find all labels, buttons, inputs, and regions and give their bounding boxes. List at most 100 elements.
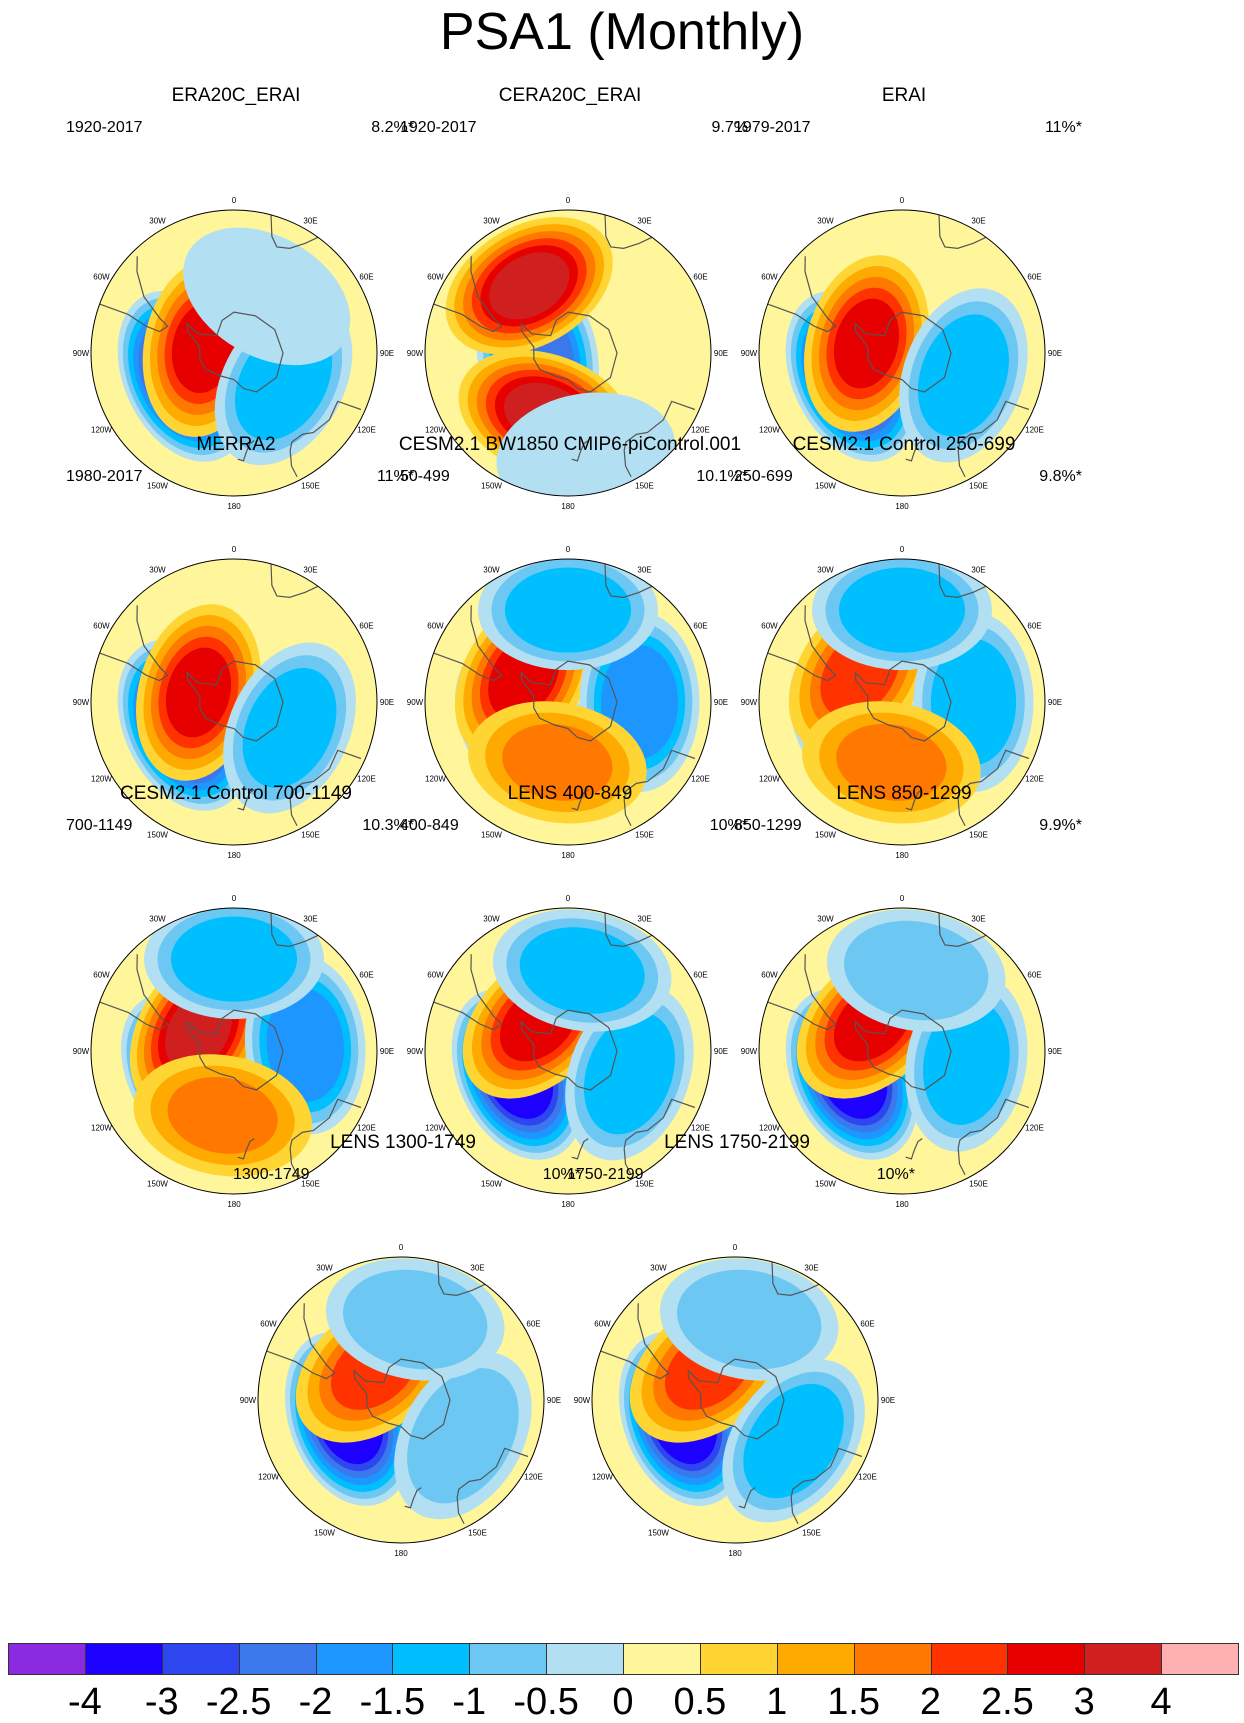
longitude-label: 150W: [481, 831, 502, 840]
map-panel: LENS 850-1299 850-1299 9.9%* 0 30E 60E 90E 120E…: [720, 783, 1088, 1209]
longitude-label: 0: [232, 196, 237, 205]
longitude-label: 60W: [427, 622, 444, 631]
new-zealand-coastline: [738, 1487, 756, 1509]
longitude-label: 30W: [483, 565, 500, 574]
new-zealand-coastline: [905, 1138, 923, 1160]
colorbar-label: 2.5: [980, 1681, 1034, 1723]
new-zealand-coastline: [404, 1487, 422, 1509]
longitude-label: 150E: [301, 831, 320, 840]
longitude-label: 120E: [524, 1473, 543, 1482]
longitude-label: 30E: [303, 565, 317, 574]
contour-level: [836, 723, 947, 801]
contour-level: [518, 576, 618, 644]
panel-title: LENS 1300-1749: [330, 1132, 476, 1153]
south-america-coastline: [767, 954, 837, 1031]
longitude-label: 30W: [817, 914, 834, 923]
africa-coastline: [270, 912, 319, 947]
australia-coastline: [957, 1098, 1030, 1176]
longitude-label: 90E: [714, 1047, 728, 1056]
contour-level: [753, 1395, 834, 1487]
longitude-label: 120E: [691, 426, 710, 435]
colorbar-label: -4: [67, 1681, 102, 1723]
panel-period: 50-499: [400, 468, 450, 485]
colorbar-swatch: [8, 1643, 86, 1675]
australia-coastline: [623, 1098, 696, 1176]
colorbar-label: 0.5: [673, 1681, 727, 1723]
longitude-label: 150E: [969, 482, 988, 491]
contour-level: [593, 1025, 666, 1122]
longitude-label: 120W: [258, 1473, 279, 1482]
longitude-label: 30W: [316, 1263, 333, 1272]
longitude-label: 0: [232, 894, 237, 903]
longitude-label: 0: [566, 196, 571, 205]
longitude-label: 60W: [427, 971, 444, 980]
australia-coastline: [623, 400, 696, 478]
longitude-label: 30W: [483, 914, 500, 923]
antarctica-coastline: [520, 660, 618, 742]
longitude-label: 180: [227, 1200, 241, 1209]
longitude-label: 30E: [303, 216, 317, 225]
longitude-label: 120W: [759, 1124, 780, 1133]
contour-level: [205, 245, 329, 348]
contour-level: [608, 656, 671, 748]
longitude-label: 120W: [425, 775, 446, 784]
colorbar-swatch: [84, 1643, 163, 1675]
polar-map: 0 30E 60E 90E 120E 150E 180 150W 120W 90W 60W 30W: [741, 196, 1062, 511]
longitude-label: 120W: [592, 1473, 613, 1482]
map-panel: CERA20C_ERAI 1920-2017 9.7% 0 30E 60E 90E 120E 1…: [386, 85, 754, 511]
longitude-label: 120W: [759, 775, 780, 784]
contour-level: [833, 298, 900, 389]
longitude-label: 120E: [357, 426, 376, 435]
longitude-label: 0: [900, 894, 905, 903]
longitude-label: 90W: [73, 698, 90, 707]
map-panel: LENS 1750-2199 1750-2199 10%* 0 30E 60E 90E 120…: [553, 1132, 921, 1558]
longitude-label: 150W: [815, 482, 836, 491]
longitude-label: 30E: [804, 1263, 818, 1272]
map-panel: CESM2.1 Control 700-1149 700-1149 10.3%* 0 3…: [52, 783, 420, 1209]
australia-coastline: [623, 749, 696, 827]
longitude-label: 90E: [380, 1047, 394, 1056]
africa-coastline: [270, 214, 319, 249]
contour-level: [533, 936, 632, 1006]
new-zealand-coastline: [237, 440, 255, 462]
longitude-label: 30W: [817, 565, 834, 574]
longitude-label: 0: [232, 545, 237, 554]
new-zealand-coastline: [571, 440, 589, 462]
longitude-label: 150W: [314, 1529, 335, 1538]
longitude-label: 180: [394, 1549, 408, 1558]
longitude-label: 90E: [380, 698, 394, 707]
map-border: [424, 558, 712, 846]
colorbar-label: 1: [766, 1681, 788, 1723]
panel-title: LENS 850-1299: [836, 783, 972, 804]
colorbar-swatch: [1084, 1643, 1163, 1675]
contour-level: [165, 647, 232, 738]
longitude-label: 180: [895, 851, 909, 860]
contour-level: [360, 1281, 471, 1358]
longitude-label: 60E: [693, 622, 707, 631]
longitude-label: 0: [566, 545, 571, 554]
panel-variance-percent: 10%*: [542, 1166, 581, 1183]
longitude-label: 90W: [407, 698, 424, 707]
australia-coastline: [957, 749, 1030, 827]
longitude-label: 120E: [691, 1124, 710, 1133]
panel-period: 1920-2017: [66, 119, 143, 136]
map-border: [591, 1256, 879, 1544]
longitude-label: 90E: [380, 349, 394, 358]
longitude-label: 150W: [481, 1180, 502, 1189]
longitude-label: 0: [900, 545, 905, 554]
longitude-label: 60W: [761, 971, 778, 980]
longitude-label: 60W: [427, 273, 444, 282]
colorbar-label: 4: [1150, 1681, 1172, 1723]
panel-period: 1920-2017: [400, 119, 477, 136]
panel-period: 1300-1749: [233, 1166, 310, 1183]
contour-level: [520, 408, 652, 496]
longitude-label: 120W: [91, 426, 112, 435]
contour-level: [931, 1013, 1001, 1112]
longitude-label: 90E: [714, 698, 728, 707]
colorbar-label: 3: [1073, 1681, 1095, 1723]
south-america-coastline: [767, 605, 837, 682]
longitude-label: 180: [227, 851, 241, 860]
longitude-label: 150E: [468, 1529, 487, 1538]
panel-title: CESM2.1 Control 250-699: [792, 434, 1016, 455]
colorbar-swatch: [1007, 1643, 1086, 1675]
